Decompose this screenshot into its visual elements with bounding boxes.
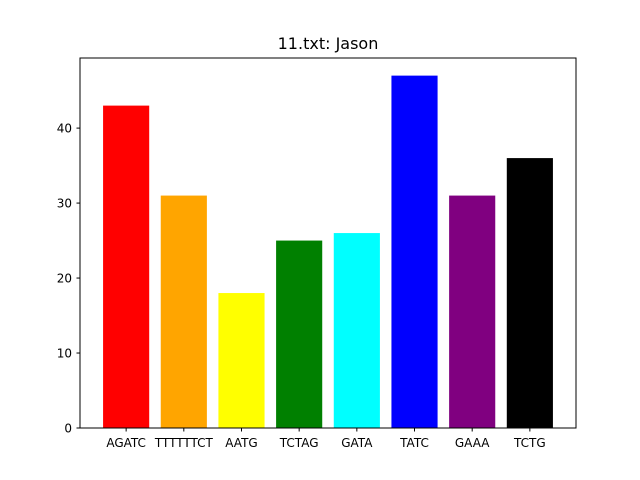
y-tick-label: 0 — [64, 422, 72, 436]
y-tick-label: 10 — [57, 347, 72, 361]
x-tick-label: AATG — [225, 436, 257, 450]
bar-tatc — [391, 75, 438, 428]
x-tick-label: GAAA — [455, 436, 490, 450]
bars-group — [103, 75, 553, 428]
x-tick-label: GATA — [341, 436, 373, 450]
bar-tctg — [506, 158, 553, 428]
x-tick-label: TCTAG — [279, 436, 319, 450]
y-tick-label: 20 — [57, 272, 72, 286]
x-axis: AGATC TTTTTTCT AATG TCTAG GATA TATC GAAA TCTG — [106, 428, 546, 450]
y-tick-label: 30 — [57, 197, 72, 211]
bar-gaaa — [449, 195, 496, 428]
bar-tctag — [276, 240, 323, 428]
bar-ttttttct — [160, 195, 207, 428]
bar-aatg — [218, 293, 265, 428]
bar-agatc — [103, 105, 150, 428]
chart-title: 11.txt: Jason — [278, 34, 379, 53]
x-tick-label: TATC — [399, 436, 429, 450]
y-axis: 0 10 20 30 40 — [57, 122, 80, 436]
plot-frame — [79, 57, 577, 429]
x-tick-label: TCTG — [513, 436, 546, 450]
x-tick-label: AGATC — [106, 436, 146, 450]
bar-gata — [333, 233, 380, 428]
x-tick-label: TTTTTTCT — [154, 436, 214, 450]
y-tick-label: 40 — [57, 122, 72, 136]
